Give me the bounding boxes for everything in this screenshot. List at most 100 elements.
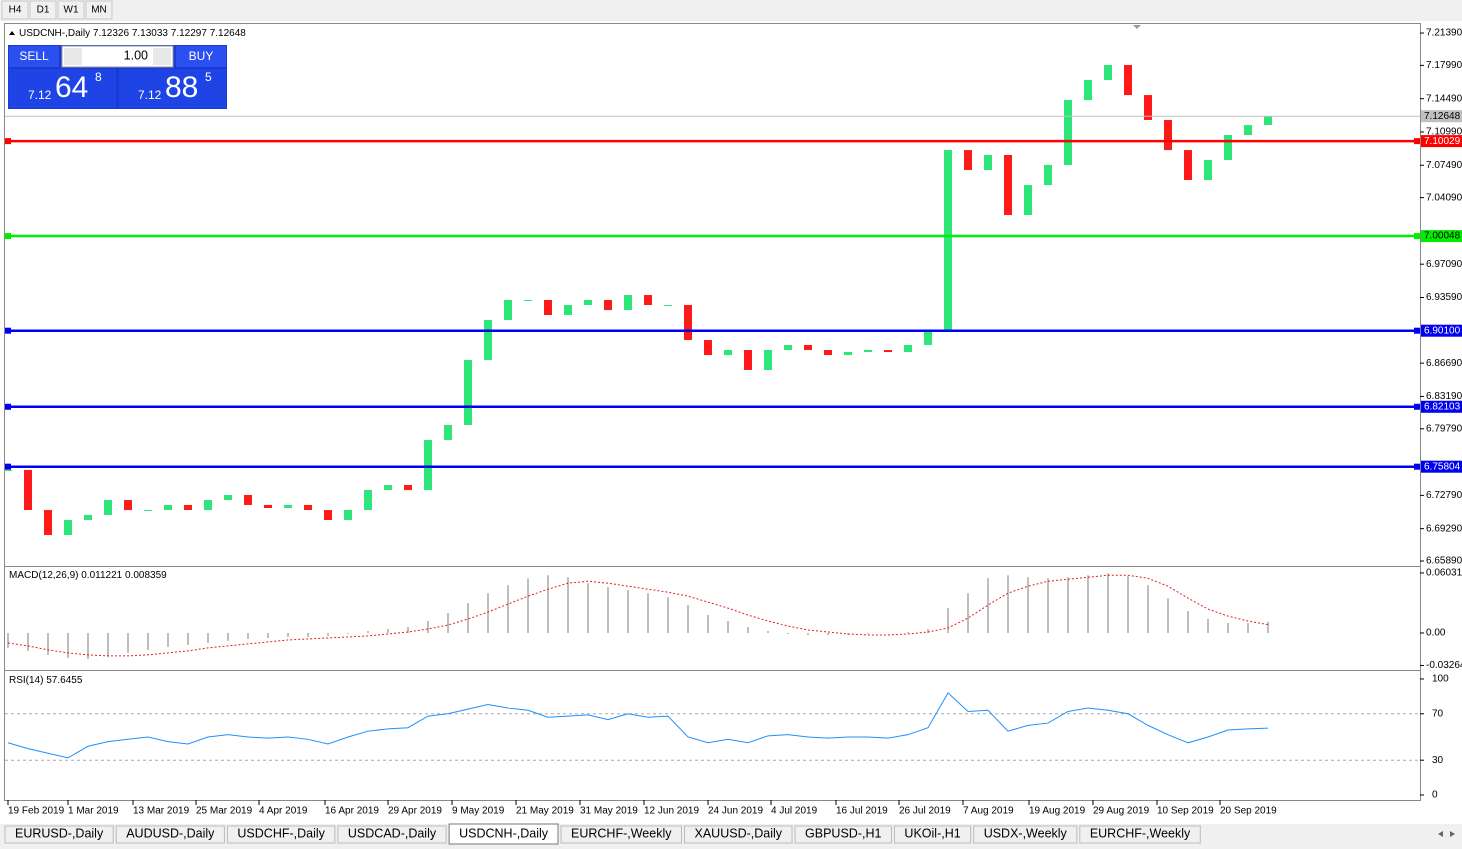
symbol-tab-label[interactable]: UKOil-,H1 <box>904 826 960 840</box>
y-tick-label: 6.69290 <box>1426 523 1462 534</box>
symbol-tab[interactable] <box>115 825 225 844</box>
buy-price-box[interactable] <box>119 69 226 108</box>
sell-price-box[interactable] <box>9 69 116 108</box>
symbol-tab-label[interactable]: USDCAD-,Daily <box>348 826 437 840</box>
symbol-tab-label[interactable]: GBPUSD-,H1 <box>805 826 881 840</box>
candle <box>264 504 272 509</box>
level-price-label: 6.82103 <box>1424 401 1461 412</box>
candle <box>1124 65 1132 96</box>
level-price-label: 7.00048 <box>1424 231 1461 242</box>
macd-header: MACD(12,26,9) 0.011221 0.008359 <box>9 570 167 581</box>
y-tick-label: 7.14490 <box>1426 93 1462 104</box>
level-handle[interactable] <box>5 327 11 334</box>
candle <box>684 305 692 341</box>
level-handle[interactable] <box>5 233 11 240</box>
symbol-tab[interactable] <box>973 825 1078 844</box>
candle <box>404 484 412 491</box>
level-handle[interactable] <box>1414 327 1420 334</box>
candle <box>1164 119 1172 151</box>
candle <box>304 504 312 511</box>
candle <box>1064 100 1072 165</box>
level-handle[interactable] <box>5 403 11 410</box>
y-tick-label: 7.07490 <box>1426 160 1462 171</box>
symbol-tab-label[interactable]: EURCHF-,Weekly <box>571 826 672 840</box>
level-price-box <box>1421 460 1462 473</box>
buy-price-big[interactable]: 7.12 <box>138 88 162 102</box>
level-handle[interactable] <box>1414 233 1420 240</box>
sell-label[interactable]: SELL <box>19 49 49 63</box>
symbol-tab[interactable] <box>448 823 559 845</box>
sell-price-big[interactable]: 7.12 <box>28 88 52 102</box>
symbol-tab-label[interactable]: USDX-,Weekly <box>984 826 1068 840</box>
lot-input[interactable] <box>61 45 174 68</box>
symbol-tab[interactable] <box>226 825 336 844</box>
candle <box>104 500 112 515</box>
timeframe-label[interactable]: H4 <box>9 5 22 16</box>
x-tick-label: 26 Jul 2019 <box>899 806 951 817</box>
symbol-tab-label[interactable]: EURCHF-,Weekly <box>1090 826 1191 840</box>
candle <box>944 150 952 331</box>
timeframe-button[interactable] <box>85 0 113 20</box>
candle <box>924 330 932 345</box>
chart-window <box>0 21 1462 824</box>
symbol-tab[interactable] <box>1079 825 1201 844</box>
level-handle[interactable] <box>5 463 11 470</box>
symbol-tab[interactable] <box>794 825 892 844</box>
timeframe-label[interactable]: W1 <box>64 5 79 16</box>
buy-price-pips[interactable]: 88 <box>165 71 198 104</box>
buy-button[interactable] <box>176 46 226 67</box>
lot-down[interactable] <box>64 48 82 65</box>
timeframe-button[interactable] <box>29 0 57 20</box>
buy-price-point[interactable]: 5 <box>205 70 212 84</box>
candle <box>784 344 792 351</box>
rsi-value: 57.6455 <box>46 675 83 686</box>
lot-value[interactable]: 1.00 <box>124 48 148 62</box>
macd-tick-label: 0.060317 <box>1426 568 1462 579</box>
candle <box>544 299 552 316</box>
tab-scroll-right[interactable] <box>1450 831 1455 837</box>
candle <box>624 295 632 311</box>
timeframe-button[interactable] <box>57 0 85 20</box>
x-tick-label: 19 Aug 2019 <box>1029 806 1086 817</box>
open: 7.12326 <box>93 28 130 39</box>
timeframe-button[interactable] <box>1 0 29 20</box>
y-tick-label: 7.04090 <box>1426 192 1462 203</box>
sell-button[interactable] <box>9 46 59 67</box>
level-price-label: 6.75804 <box>1424 461 1461 472</box>
lot-up[interactable] <box>153 48 171 65</box>
collapse-arrow[interactable] <box>9 31 15 35</box>
level-handle[interactable] <box>1414 463 1420 470</box>
level-handle[interactable] <box>5 138 11 145</box>
symbol-tab[interactable] <box>684 825 793 844</box>
y-tick-label: 6.72790 <box>1426 490 1462 501</box>
timeframe-label[interactable]: MN <box>91 5 107 16</box>
buy-label[interactable]: BUY <box>189 49 214 63</box>
one-click-trading: SELL 1.00 BUY 7.12 64 8 7.12 88 5 <box>8 45 227 109</box>
candle <box>164 504 172 511</box>
symbol-tab[interactable] <box>560 825 682 844</box>
symbol-tab-label[interactable]: EURUSD-,Daily <box>15 826 104 840</box>
x-tick-label: 25 Mar 2019 <box>196 806 253 817</box>
level-handle[interactable] <box>1414 138 1420 145</box>
timeframe-label[interactable]: D1 <box>37 5 50 16</box>
y-tick-label: 7.17990 <box>1426 60 1462 71</box>
symbol-tab-label[interactable]: XAUUSD-,Daily <box>695 826 783 840</box>
tab-scroll-left[interactable] <box>1438 831 1443 837</box>
candle <box>364 490 372 511</box>
symbol-tab[interactable] <box>337 825 447 844</box>
y-tick-label: 6.79790 <box>1426 423 1462 434</box>
macd-name: MACD(12,26,9) <box>9 570 78 581</box>
level-price-box <box>1421 324 1462 337</box>
symbol-tab-label[interactable]: USDCHF-,Daily <box>237 826 325 840</box>
symbol-tab[interactable] <box>4 825 114 844</box>
rsi-tick-label: 100 <box>1432 674 1449 685</box>
sell-price-point[interactable]: 8 <box>95 70 102 84</box>
symbol-tab[interactable] <box>893 825 972 844</box>
symbol-tab-label[interactable]: USDCNH-,Daily <box>459 826 549 840</box>
candle <box>1004 154 1012 216</box>
symbol-tab-label[interactable]: AUDUSD-,Daily <box>126 826 215 840</box>
sell-price-pips[interactable]: 64 <box>55 71 88 104</box>
candle <box>844 352 852 356</box>
y-tick-label: 7.10990 <box>1426 127 1462 138</box>
level-handle[interactable] <box>1414 403 1420 410</box>
